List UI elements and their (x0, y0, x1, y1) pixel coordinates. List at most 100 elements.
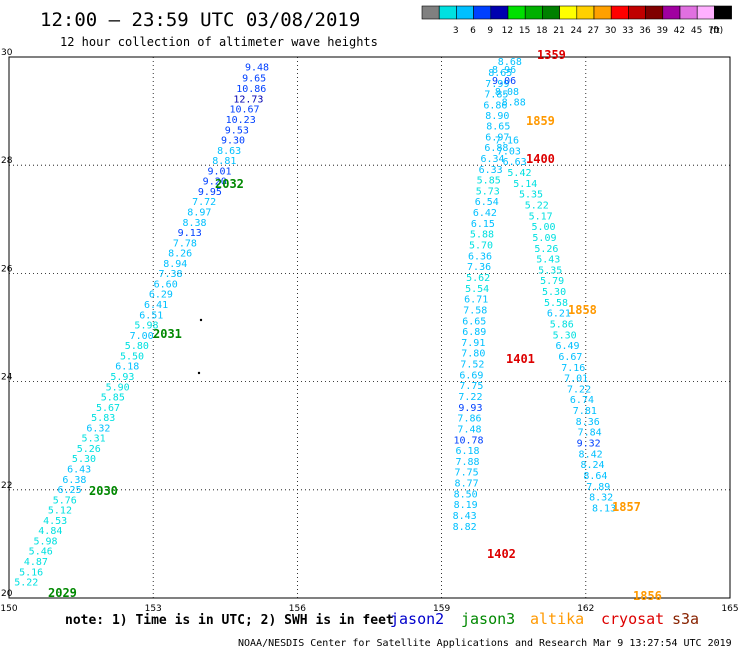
legend-swatch (593, 5, 612, 20)
swh-observation: 7.36 (467, 262, 491, 273)
legend-label: 30 (605, 26, 617, 36)
longitude-tick-label: 156 (289, 604, 306, 614)
swh-observation: 8.88 (502, 98, 526, 109)
swh-observation: 7.75 (455, 468, 479, 479)
swh-observation: 7.89 (586, 482, 610, 493)
latitude-tick-label: 22 (1, 481, 12, 491)
swh-observation: 5.67 (96, 403, 120, 414)
map-border (8, 56, 731, 599)
legend-swatch (559, 5, 578, 20)
pass-time-label: 2029 (48, 586, 77, 600)
pass-time-label: 1858 (568, 303, 597, 317)
swh-observation: 5.73 (476, 186, 500, 197)
satellite-name-altika: altika (530, 610, 584, 628)
swh-observation: 5.17 (529, 211, 553, 222)
swh-observation: 8.64 (583, 471, 607, 482)
swh-observation: 6.15 (471, 219, 495, 230)
swh-observation: 6.29 (149, 290, 173, 301)
satellite-name-cryosat: cryosat (601, 610, 664, 628)
map-title: 12:00 — 23:59 UTC 03/08/2019 (40, 9, 360, 31)
swh-observation: 6.51 (139, 310, 163, 321)
swh-observation: 10.67 (229, 105, 259, 116)
legend-label: 3 (453, 26, 459, 36)
swh-observation: 5.50 (120, 351, 144, 362)
swh-observation: 6.88 (484, 143, 508, 154)
swh-observation: 7.78 (173, 238, 197, 249)
swh-observation: 8.81 (212, 156, 236, 167)
swh-observation: 6.65 (462, 316, 486, 327)
legend-label: 6 (470, 26, 476, 36)
swh-observation: 10.78 (453, 435, 483, 446)
swh-observation: 8.97 (187, 208, 211, 219)
map-frame (8, 56, 731, 599)
pass-time-labels: 2029 1402 1359 1859 1400 1401 1858 1857 2032 2031… (48, 48, 662, 603)
swh-observation: 9.53 (225, 125, 249, 136)
pass-time-label: 1401 (506, 352, 535, 366)
latitude-tick-label: 24 (1, 373, 13, 383)
swh-observation: 7.22 (458, 392, 482, 403)
longitude-tick-label: 150 (0, 604, 17, 614)
swh-observation: 7.75 (459, 381, 483, 392)
swh-observation: 6.36 (468, 251, 492, 262)
latitude-tick-label: 26 (1, 264, 13, 274)
swh-observation: 5.09 (532, 233, 556, 244)
swh-observation: 5.79 (540, 276, 564, 287)
legend-swatch (679, 5, 698, 20)
swh-observation: 5.31 (82, 434, 106, 445)
pass-time-label: 1859 (526, 114, 555, 128)
swh-observation: 8.94 (163, 259, 187, 270)
swh-observation: 7.00 (130, 331, 154, 342)
swh-observation: 5.93 (110, 372, 134, 383)
swh-observation: 6.43 (67, 464, 91, 475)
swh-observation: 5.46 (29, 547, 53, 558)
legend-label: 9 (487, 26, 493, 36)
footer-credit: NOAA/NESDIS Center for Satellite Applica… (238, 638, 732, 649)
legend-swatch (490, 5, 509, 20)
legend-swatch (714, 5, 732, 20)
swh-observation: 5.98 (33, 536, 57, 547)
swh-observation: 5.30 (542, 287, 566, 298)
swh-color-legend: 3 6 9 12 15 18 21 24 27 30 33 36 39 42 45 70(ft) (421, 5, 732, 36)
swh-observation: 7.84 (578, 428, 602, 439)
map-subtitle: 12 hour collection of altimeter wave hei… (60, 35, 378, 49)
swh-observation: 10.23 (226, 115, 256, 126)
swh-observation: 9.65 (242, 73, 266, 84)
swh-observation: 8.38 (182, 218, 206, 229)
legend-swatch (662, 5, 681, 20)
swh-observation: 5.30 (72, 454, 96, 465)
legend-label: 18 (536, 26, 548, 36)
swh-observation: 5.12 (48, 506, 72, 517)
swh-observation: 6.49 (555, 341, 579, 352)
swh-observation: 8.50 (454, 489, 478, 500)
pass-time-label: 1402 (487, 547, 516, 561)
swh-observation: 6.41 (144, 300, 168, 311)
swh-observation: 5.86 (550, 320, 574, 331)
swh-observation: 5.70 (469, 241, 493, 252)
swh-observation: 6.69 (459, 370, 483, 381)
swh-observation: 5.14 (513, 179, 537, 190)
longitude-tick-label: 159 (433, 604, 450, 614)
swh-observation: 9.95 (198, 187, 222, 198)
swh-observation: 5.22 (14, 578, 38, 589)
swh-observation: 5.42 (507, 168, 531, 179)
swh-observation: 9.30 (221, 136, 245, 147)
swh-observation: 4.87 (24, 557, 48, 568)
swh-observation: 8.32 (589, 493, 613, 504)
legend-swatch (507, 5, 526, 20)
pass-time-label: 1857 (612, 500, 641, 514)
legend-swatch (542, 5, 560, 20)
legend-label: 39 (656, 26, 668, 36)
longitude-tick-label: 162 (577, 604, 594, 614)
satellite-name-jason3: jason3 (461, 610, 515, 628)
swh-observation: 5.16 (19, 567, 43, 578)
longitude-tick-label: 153 (145, 604, 162, 614)
legend-swatch (696, 5, 715, 20)
marker-dot (199, 318, 203, 322)
swh-observation: 7.86 (457, 414, 481, 425)
swh-observation: 7.16 (561, 363, 585, 374)
swh-observation: 8.08 (495, 87, 519, 98)
legend-swatch (421, 5, 440, 20)
swh-observation: 6.18 (115, 362, 139, 373)
legend-swatch (576, 5, 595, 20)
swh-observation: 5.43 (536, 255, 560, 266)
